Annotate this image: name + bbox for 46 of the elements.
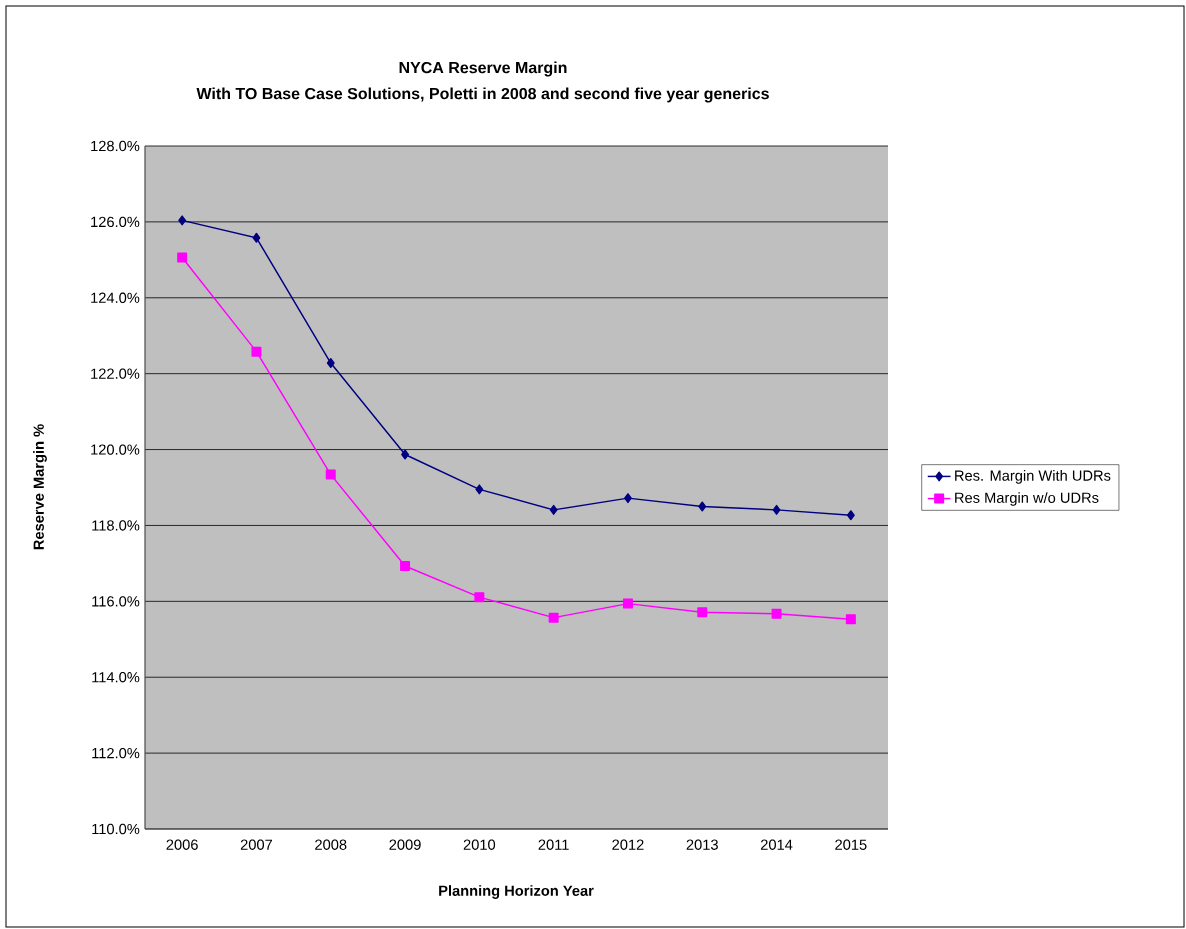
x-axis-title: Planning Horizon Year xyxy=(439,885,594,899)
point xyxy=(548,612,559,623)
point xyxy=(697,607,708,618)
point xyxy=(771,608,782,619)
point xyxy=(475,484,484,495)
x-tick-label: 2009 xyxy=(389,839,421,850)
point xyxy=(252,232,261,243)
x-tick-label: 2014 xyxy=(760,839,793,850)
y-tick-label: 126.0% xyxy=(91,216,140,228)
point xyxy=(846,510,855,521)
point xyxy=(177,252,188,263)
point xyxy=(698,501,707,512)
point xyxy=(400,561,411,572)
x-tick-label: 2015 xyxy=(835,839,867,850)
point xyxy=(624,493,632,504)
point xyxy=(325,469,336,480)
x-tick-label: 2012 xyxy=(612,839,644,850)
y-tick-label: 122.0% xyxy=(91,368,140,379)
y-tick-label: 116.0% xyxy=(92,596,140,607)
legend-label: Res. Margin With UDRs xyxy=(955,470,1111,484)
point xyxy=(178,215,187,226)
point xyxy=(549,504,558,515)
point xyxy=(251,346,262,357)
y-tick-label: 114.0% xyxy=(92,672,140,683)
y-tick-label: 110.0% xyxy=(92,823,140,835)
x-tick-label: 2011 xyxy=(538,839,569,850)
y-tick-label: 118.0% xyxy=(92,520,140,531)
point xyxy=(326,358,335,369)
y-tick-label: 120.0% xyxy=(91,444,140,455)
y-tick-label: 124.0% xyxy=(91,292,140,303)
x-tick-label: 2008 xyxy=(315,839,347,850)
chart-subtitle: With TO Base Case Solutions, Poletti in 2008 and second five year generics xyxy=(196,87,769,103)
x-tick-label: 2007 xyxy=(240,839,273,850)
x-tick-label: 2010 xyxy=(463,839,496,850)
x-tick-label: 2006 xyxy=(166,839,198,850)
point xyxy=(622,598,633,609)
point xyxy=(474,592,485,603)
chart-title: NYCA Reserve Margin xyxy=(399,61,567,77)
legend-label: Res Margin w/o UDRs xyxy=(955,492,1099,506)
point xyxy=(401,449,409,460)
y-tick-label: 128.0% xyxy=(91,140,140,152)
x-tick-label: 2013 xyxy=(686,839,718,850)
y-tick-label: 112.0% xyxy=(92,747,140,759)
point xyxy=(772,504,781,515)
point xyxy=(845,614,856,625)
y-axis-title: Reserve Margin % xyxy=(33,424,47,550)
